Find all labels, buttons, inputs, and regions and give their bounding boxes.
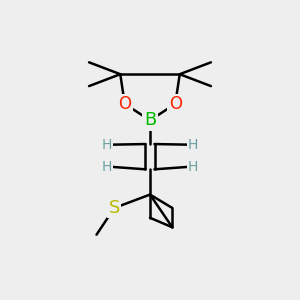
- Text: O: O: [118, 95, 131, 113]
- Text: O: O: [169, 95, 182, 113]
- Text: H: H: [102, 160, 112, 174]
- Text: H: H: [188, 138, 198, 152]
- Text: S: S: [109, 199, 120, 217]
- Text: B: B: [144, 111, 156, 129]
- Text: H: H: [102, 138, 112, 152]
- Text: H: H: [188, 160, 198, 174]
